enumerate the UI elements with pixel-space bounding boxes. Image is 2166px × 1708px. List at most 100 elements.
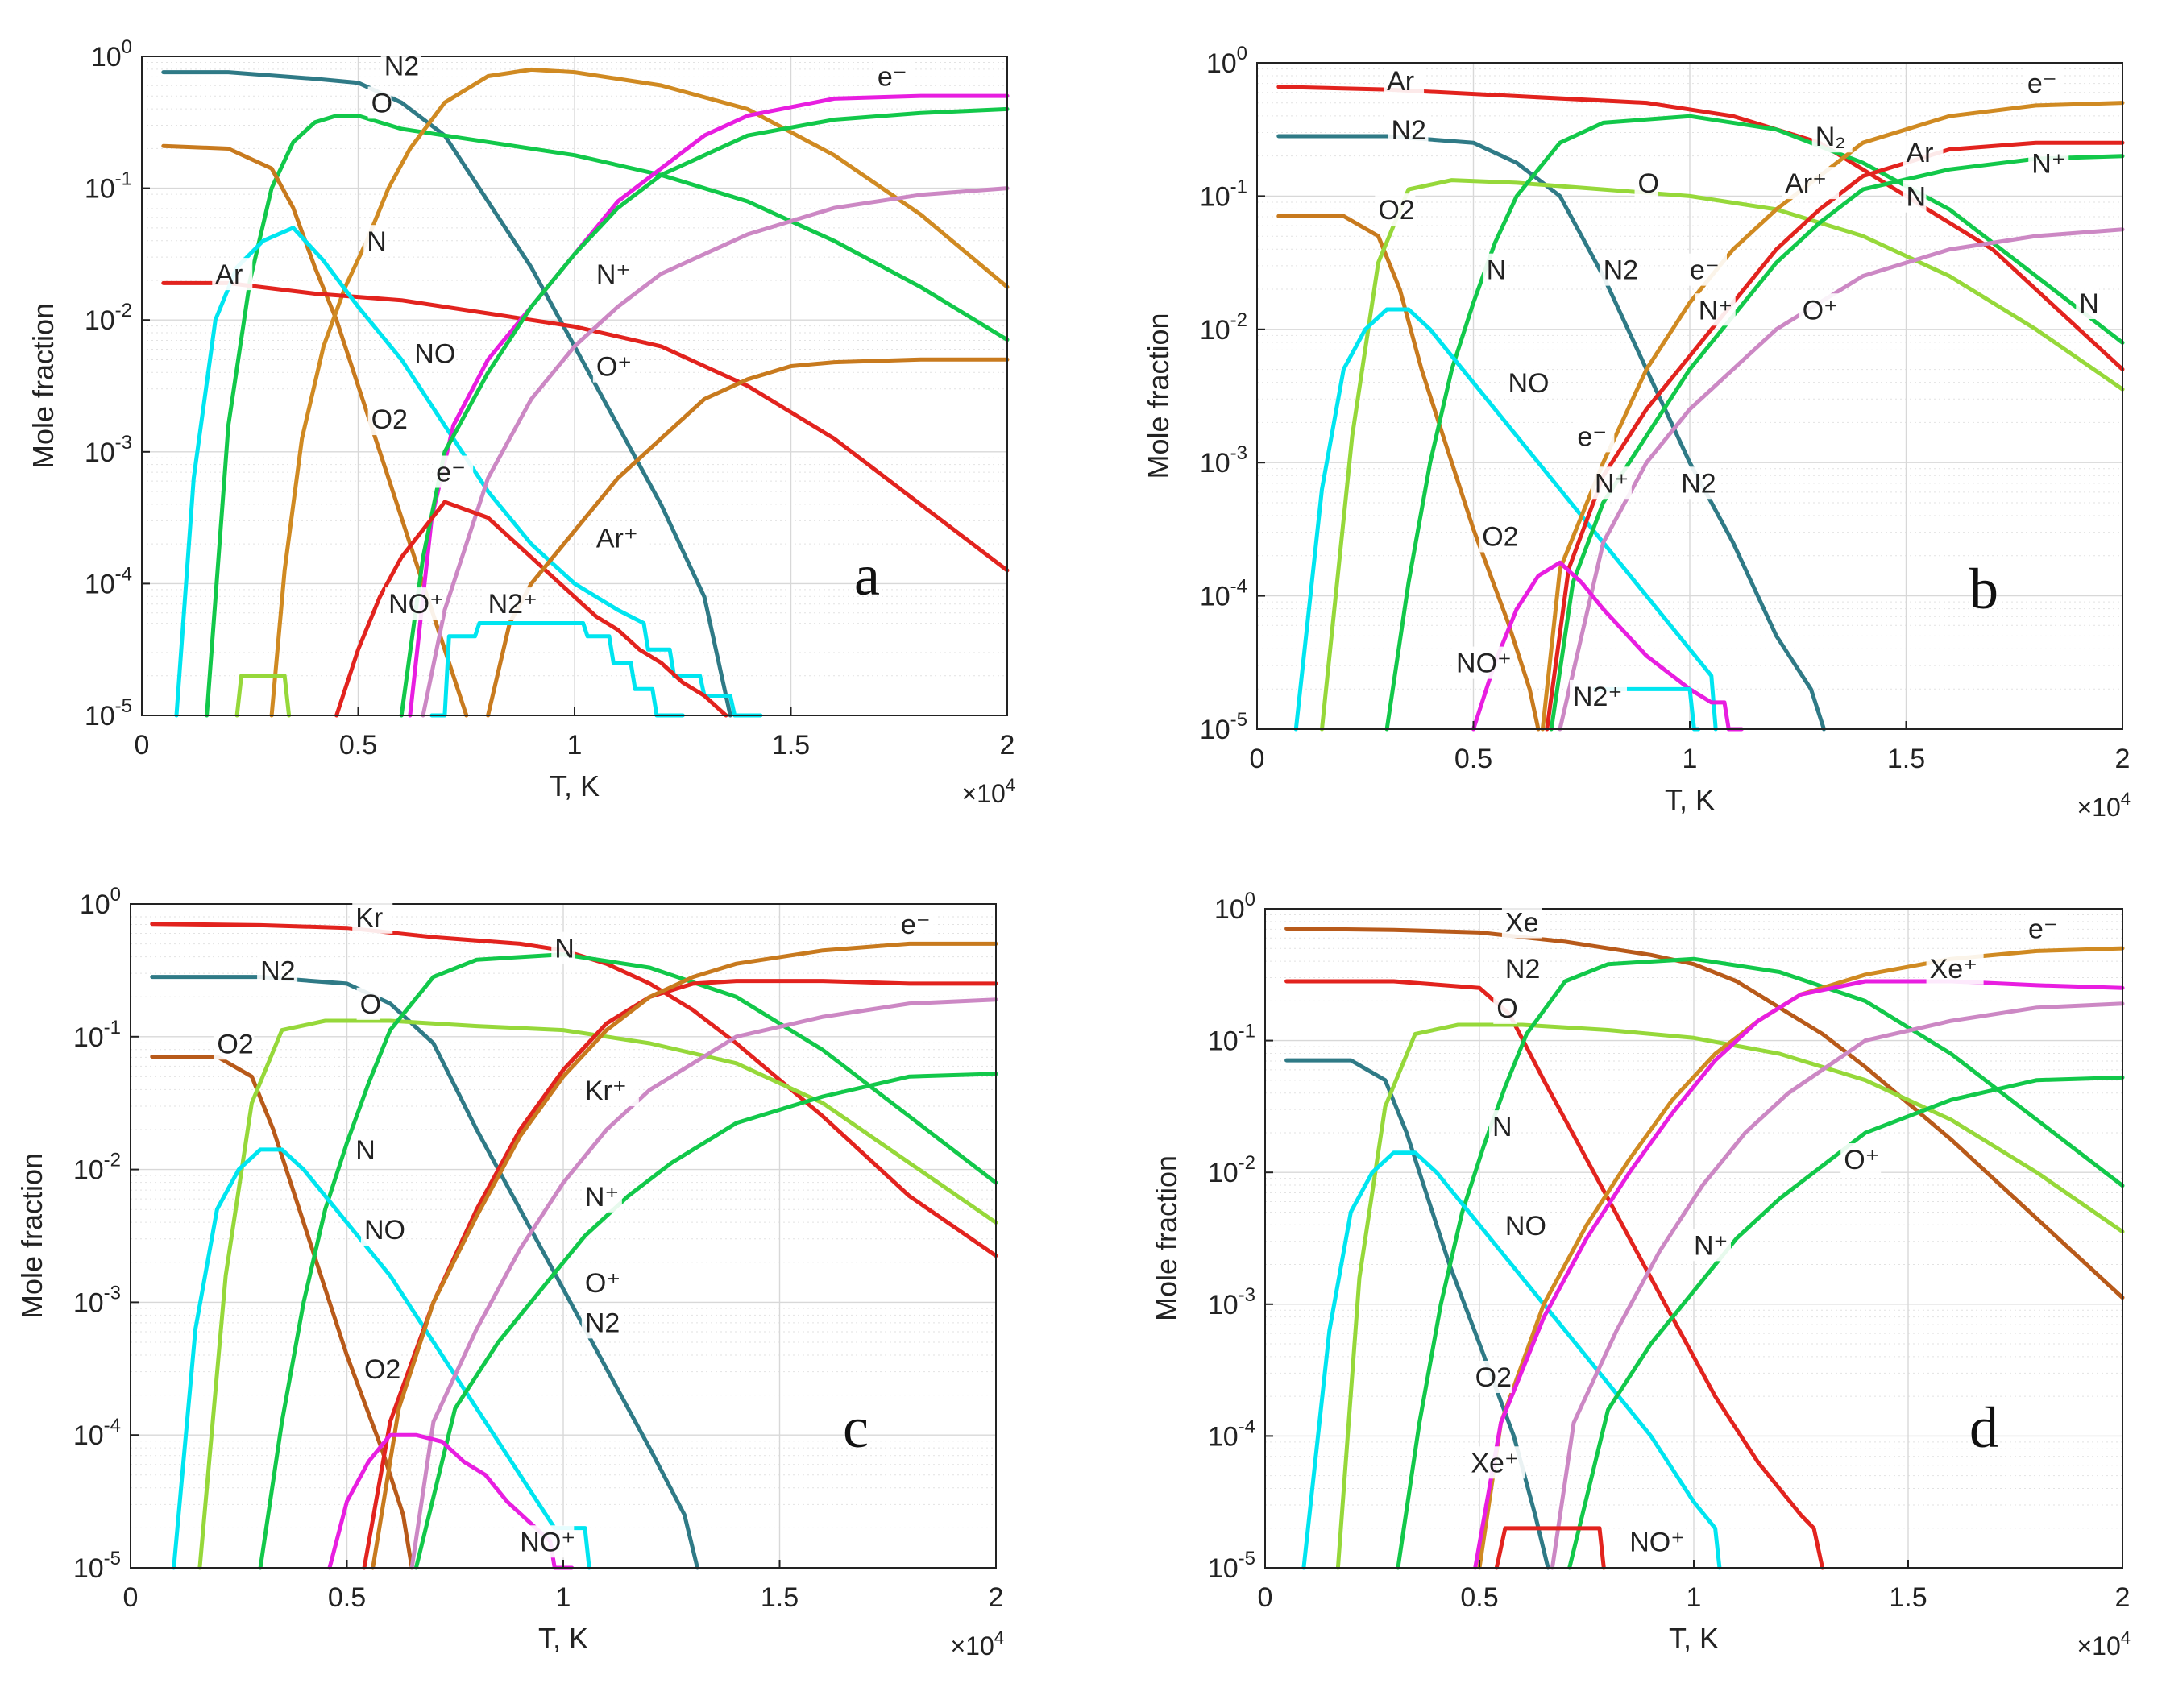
grid	[130, 904, 997, 1569]
curve-label-n: N	[355, 1135, 376, 1166]
curve-label-bg	[592, 258, 633, 291]
curve-label-bg	[1501, 906, 1542, 939]
curve-label-xe-plus: Xe⁺	[1930, 954, 1978, 985]
y-tick-label: 10-1	[85, 168, 132, 205]
panel-label: d	[1969, 1395, 1998, 1460]
curve-label-o: O	[371, 88, 392, 118]
series-line-n2	[1276, 134, 1826, 732]
x-tick-label: 2	[1000, 730, 1015, 761]
curve-label-o: O	[1638, 168, 1659, 199]
series-line-n2-plus	[429, 621, 685, 718]
grid	[1256, 63, 2123, 730]
curve-label-e-minus: e⁻	[436, 458, 466, 488]
curve-label-n2-plus: N2⁺	[1573, 682, 1622, 712]
curve-label-bg	[1811, 120, 1853, 153]
curve-label-bg	[1467, 1446, 1525, 1479]
curve-label-n: N	[1492, 1112, 1512, 1142]
curve-label-n2: N2	[260, 956, 295, 987]
curve-label-e-minus: e⁻	[2027, 68, 2057, 99]
y-tick-label: 10-5	[73, 1548, 121, 1584]
curve-label-bg	[2028, 147, 2069, 180]
y-tick-label: 100	[1214, 889, 1255, 925]
curve-label-bg	[214, 1027, 255, 1060]
curve-label-n-plus: N⁺	[2031, 148, 2066, 179]
curve-label-bg	[1453, 646, 1511, 679]
curve-label-o2: O2	[1482, 521, 1518, 552]
series-line-xe	[1284, 927, 2125, 1300]
curve-label-bg	[1479, 520, 1520, 553]
curve-label-bg	[380, 49, 421, 82]
y-tick-label: 10-5	[1208, 1548, 1255, 1584]
x-axis-label: T, K	[538, 1622, 588, 1655]
curve-label-no-plus: NO⁺	[1629, 1527, 1685, 1557]
series-line-n	[269, 67, 1010, 718]
curve-label-o-plus: O⁺	[585, 1268, 620, 1299]
curve-label-n-plus: N⁺	[1694, 1230, 1728, 1261]
y-axis-label: Mole fraction	[15, 1153, 48, 1319]
curve-label-bg	[360, 1213, 401, 1246]
curve-label-n: N	[554, 934, 575, 964]
curve-label-e-minus: e⁻	[2028, 914, 2058, 945]
curve-label-o: O	[1496, 993, 1517, 1024]
curve-label-kr-plus: Kr⁺	[585, 1076, 627, 1106]
curve-label-n-plus: N⁺	[1699, 295, 1733, 325]
curve-label-bg	[1591, 466, 1632, 500]
curve-label-no: NO	[414, 338, 455, 369]
y-tick-label: 10-1	[1200, 176, 1247, 212]
y-tick-label: 100	[91, 36, 132, 73]
series-line-no	[1301, 1150, 1722, 1570]
y-tick-label: 10-4	[85, 563, 132, 599]
series-line-no-plus	[1471, 560, 1744, 732]
curve-label-o-plus: O⁺	[1844, 1145, 1879, 1175]
y-tick-label: 10-5	[85, 695, 132, 732]
curve-label-ar-plus: Ar⁺	[1785, 168, 1827, 199]
curve-label-bg	[1483, 253, 1507, 286]
curve-label-n-plus: N⁺	[596, 259, 631, 290]
curve-label-kr: Kr	[355, 903, 383, 934]
x-tick-label: 2	[2115, 1582, 2131, 1613]
curve-label-bg	[581, 1073, 639, 1106]
curve-label-bg	[1388, 113, 1429, 146]
x-axis-label: T, K	[550, 769, 600, 802]
curve-label-bg	[592, 521, 650, 554]
curve-label-e-minus: e⁻	[1577, 421, 1607, 452]
curve-label-bg	[1799, 293, 1840, 326]
curve-label-ar: Ar	[1387, 66, 1414, 97]
curve-label-bg	[1600, 253, 1641, 286]
y-tick-label: 10-3	[1208, 1284, 1255, 1320]
curve-label-ar: Ar	[1907, 138, 1934, 168]
curve-labels: Ar N2 O2 O N N2 NO e⁻ O2 N2 N⁺ e⁻ N⁺ O⁺ NO⁺ N2⁺ e⁻ N₂ Ar⁺ A…	[1375, 64, 2100, 712]
curve-label-bg	[1695, 293, 1736, 326]
curve-label-no-plus: NO⁺	[520, 1527, 575, 1557]
curve-label-no: NO	[1505, 1211, 1546, 1242]
panel-b: 0 0.5 1 1.5 2 100 10-1 10-2 10-3 10-4 10-5 T, K Mole…	[1142, 43, 2131, 822]
curve-label-bg	[257, 954, 298, 987]
panel-label: b	[1969, 557, 1998, 621]
curve-label-bg	[873, 60, 915, 93]
curve-label-bg	[1570, 679, 1628, 712]
curve-label-ar: Ar	[215, 259, 243, 290]
curve-label-bg	[1626, 1525, 1684, 1558]
curve-label-bg	[1501, 1208, 1542, 1242]
y-tick-label: 10-4	[1200, 576, 1247, 612]
curve-label-bg	[1488, 1110, 1512, 1143]
y-tick-label: 10-2	[73, 1150, 121, 1186]
y-tick-label: 100	[1206, 43, 1247, 79]
panel-d: 0 0.5 1 1.5 2 100 10-1 10-2 10-3 10-4 10-5 T, K Mole…	[1150, 889, 2131, 1660]
y-axis-label: Mole fraction	[1150, 1155, 1183, 1321]
curve-label-o: O	[360, 989, 381, 1020]
series-line-n-plus	[1549, 154, 2125, 732]
series-line-o	[197, 1018, 998, 1570]
curve-label-o-plus: O⁺	[596, 352, 632, 383]
series-line-o-plus	[1558, 227, 2125, 732]
curve-labels: Kr N2 O2 O N Kr⁺ N NO N⁺ O⁺ N2 O2 NO⁺ e⁻	[214, 901, 938, 1558]
series-line-o2-plus	[234, 674, 292, 718]
curve-label-bg	[367, 86, 392, 119]
x-tick-label: 2	[2115, 744, 2131, 774]
panel-label: c	[843, 1395, 869, 1460]
curve-label-n: N	[1907, 182, 1927, 213]
y-tick-label: 10-4	[73, 1415, 121, 1451]
curve-label-e-minus: e⁻	[878, 62, 907, 93]
curve-label-bg	[1375, 193, 1416, 226]
